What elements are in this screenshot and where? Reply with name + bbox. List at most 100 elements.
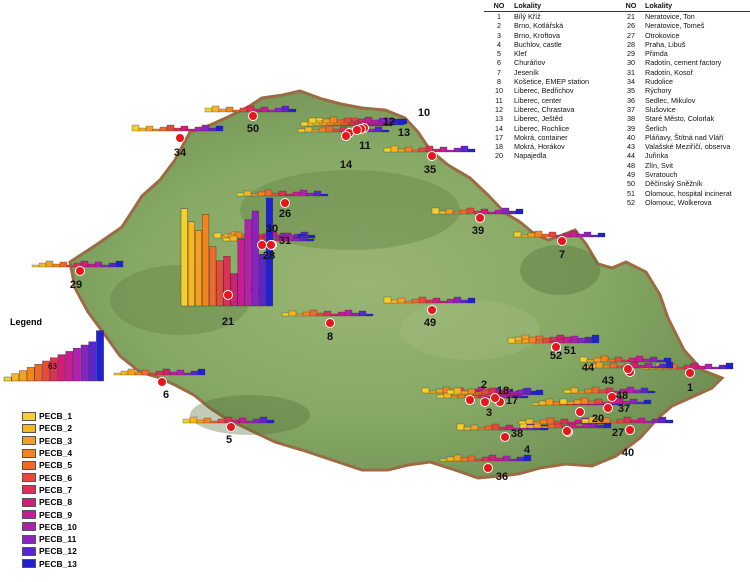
site-bar — [264, 189, 273, 197]
site-bar — [676, 366, 685, 370]
site-bar — [297, 128, 306, 133]
site-bar — [590, 234, 599, 238]
site-21-bar — [244, 219, 252, 307]
site-bar — [306, 238, 315, 242]
site-bar — [318, 127, 327, 133]
site-marker[interactable] — [427, 151, 437, 161]
site-bar — [456, 423, 465, 431]
site-marker[interactable] — [480, 397, 490, 407]
site-bar — [540, 425, 549, 429]
legend-item: PECB_8 — [22, 496, 77, 508]
site-bar — [450, 395, 459, 399]
site-label: 10 — [418, 107, 430, 119]
site-bar — [545, 398, 554, 406]
site-name: Brno, Kroftova — [514, 30, 560, 40]
site-bar — [378, 117, 387, 124]
table-body: 1 Bílý Kříž 21 Neratovice, Ton 2 Brno, Kotlář… — [484, 12, 750, 207]
site-marker[interactable] — [465, 395, 475, 405]
site-number: 1 — [497, 12, 501, 21]
site-bar — [566, 401, 575, 405]
site-name: Kleť — [514, 49, 528, 59]
site-bar — [547, 423, 556, 429]
site-label: 48 — [616, 390, 628, 402]
site-marker[interactable] — [226, 422, 236, 432]
site-marker[interactable] — [280, 198, 290, 208]
site-label: 30 — [266, 223, 278, 235]
site-marker[interactable] — [603, 403, 613, 413]
site-marker[interactable] — [483, 463, 493, 473]
site-bar — [538, 400, 547, 406]
site-bar — [542, 337, 551, 344]
site-bar — [87, 263, 96, 268]
site-marker[interactable] — [75, 266, 85, 276]
site-marker[interactable] — [607, 392, 617, 402]
site-bar — [347, 122, 356, 126]
site-bar — [350, 120, 359, 124]
site-marker[interactable] — [266, 240, 276, 250]
table-header: NO Lokality NO Lokality — [484, 1, 750, 12]
site-bar — [505, 424, 514, 431]
site-marker[interactable] — [557, 236, 567, 246]
site-number: 10 — [495, 86, 503, 96]
site-bar — [520, 395, 529, 399]
site-bar — [509, 391, 518, 395]
site-bar — [343, 117, 352, 124]
site-bar — [418, 147, 427, 153]
site-number: 34 — [627, 77, 635, 87]
site-label: 40 — [622, 447, 634, 459]
site-bar — [597, 232, 606, 238]
site-marker[interactable] — [490, 393, 500, 403]
site-label: 7 — [559, 249, 565, 261]
site-marker[interactable] — [157, 377, 167, 387]
site-bar — [211, 105, 220, 113]
site-bar — [203, 417, 212, 424]
site-bar — [438, 210, 447, 215]
legend-label: PECB_6 — [39, 472, 73, 483]
site-marker[interactable] — [685, 368, 695, 378]
site-bar — [336, 119, 345, 124]
site-bar — [595, 361, 604, 369]
site-bar — [435, 388, 444, 394]
site-bar — [274, 107, 283, 113]
site-bar — [267, 109, 276, 113]
site-bar — [609, 420, 618, 424]
site-marker[interactable] — [352, 125, 362, 135]
site-bar — [563, 389, 572, 394]
site-bar — [173, 127, 182, 132]
site-label: 4 — [524, 444, 531, 456]
site-bar — [574, 419, 583, 425]
site-bar — [658, 416, 667, 424]
site-bar — [453, 147, 462, 153]
site-bar — [425, 299, 434, 304]
site-bar — [439, 300, 448, 304]
legend-bar — [3, 376, 12, 382]
site-marker[interactable] — [551, 342, 561, 352]
legend-list: PECB_1 PECB_2 PECB_3 PECB_4 PECB_5 PECB_6 PECB… — [22, 410, 77, 570]
site-marker[interactable] — [562, 426, 572, 436]
site-marker[interactable] — [475, 213, 485, 223]
site-marker[interactable] — [223, 290, 233, 300]
site-bar — [488, 454, 497, 462]
site-marker[interactable] — [575, 407, 585, 417]
site-bar — [523, 454, 532, 462]
site-marker[interactable] — [623, 364, 633, 374]
site-number: 39 — [627, 123, 635, 133]
site-marker[interactable] — [257, 240, 267, 250]
site-marker[interactable] — [500, 432, 510, 442]
site-marker[interactable] — [325, 318, 335, 328]
site-number: 7 — [497, 67, 501, 77]
site-bar — [518, 420, 527, 425]
site-marker[interactable] — [427, 305, 437, 315]
site-marker[interactable] — [341, 131, 351, 141]
site-marker[interactable] — [625, 425, 635, 435]
legend-item: PECB_2 — [22, 422, 77, 434]
legend-swatch — [22, 534, 36, 544]
site-bar — [229, 235, 238, 242]
site-bar — [134, 371, 143, 376]
site-bar — [579, 356, 588, 363]
site-bar — [656, 359, 665, 363]
site-marker[interactable] — [175, 133, 185, 143]
site-label: 51 — [564, 345, 576, 357]
site-bar — [446, 298, 455, 304]
site-marker[interactable] — [248, 111, 258, 121]
